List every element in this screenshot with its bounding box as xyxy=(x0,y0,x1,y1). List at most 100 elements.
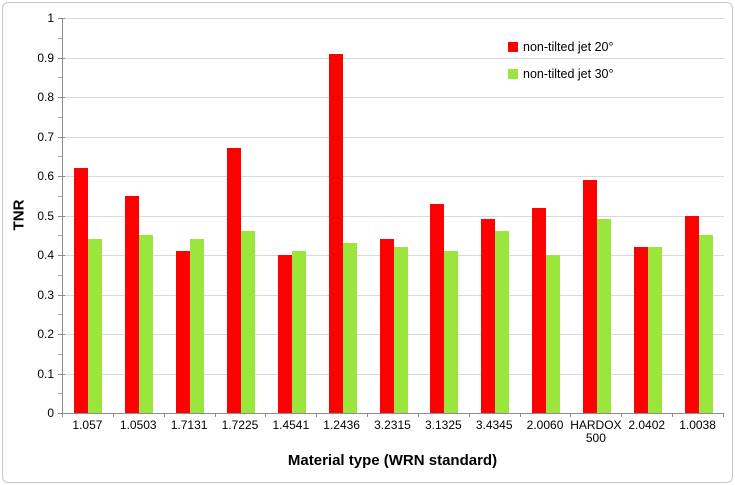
legend: non-tilted jet 20° non-tilted jet 30° xyxy=(508,38,613,92)
gridline xyxy=(63,18,724,19)
x-tick-mark xyxy=(367,413,368,417)
legend-swatch-red xyxy=(508,42,518,52)
bar-non-tilted-jet-20 xyxy=(125,195,140,413)
y-tick-mark xyxy=(58,57,65,59)
bar-non-tilted-jet-20 xyxy=(379,239,394,413)
x-axis-title: Material type (WRN standard) xyxy=(287,452,498,469)
bar-non-tilted-jet-20 xyxy=(328,53,343,413)
legend-swatch-green xyxy=(508,69,518,79)
category-label: 2.0402 xyxy=(628,418,666,432)
bar-non-tilted-jet-20 xyxy=(74,168,89,413)
y-tick-label: 0.5 xyxy=(37,208,54,223)
bar-non-tilted-jet-30 xyxy=(190,239,205,413)
y-minor-tick-mark xyxy=(58,77,62,79)
y-tick-mark xyxy=(58,176,65,177)
bar-non-tilted-jet-20 xyxy=(481,219,496,413)
y-tick-mark xyxy=(58,413,65,414)
bar-non-tilted-jet-30 xyxy=(291,251,306,413)
legend-item: non-tilted jet 30° xyxy=(508,65,613,83)
x-tick-mark xyxy=(113,413,114,417)
category-label: 1.057 xyxy=(72,418,103,432)
y-tick-label: 0.3 xyxy=(37,287,54,302)
y-minor-tick-mark xyxy=(58,156,62,158)
category-label: 1.7225 xyxy=(221,418,259,432)
category-label: 3.4345 xyxy=(475,418,513,432)
x-tick-mark xyxy=(469,413,470,417)
bar-non-tilted-jet-30 xyxy=(240,231,255,413)
y-minor-tick-mark xyxy=(58,235,62,237)
category-label: 1.4541 xyxy=(272,418,310,432)
bar-non-tilted-jet-30 xyxy=(393,247,408,413)
bar-non-tilted-jet-30 xyxy=(647,247,662,413)
x-tick-mark xyxy=(621,413,622,417)
plot-area xyxy=(62,18,724,414)
y-tick-label: 0.2 xyxy=(37,327,54,341)
y-tick-label: 0.9 xyxy=(37,50,54,65)
bar-non-tilted-jet-30 xyxy=(342,243,357,413)
x-tick-mark xyxy=(164,413,165,417)
y-tick-label: 0.1 xyxy=(37,366,54,381)
gridline xyxy=(63,215,724,217)
y-tick-label: 1 xyxy=(47,11,54,25)
bar-non-tilted-jet-20 xyxy=(684,215,699,413)
y-minor-tick-mark xyxy=(58,393,62,395)
bar-non-tilted-jet-20 xyxy=(176,251,191,413)
y-tick-mark xyxy=(58,136,65,138)
bar-non-tilted-jet-20 xyxy=(277,255,292,413)
x-tick-mark xyxy=(672,413,673,417)
gridline xyxy=(63,136,724,138)
x-tick-mark xyxy=(723,413,724,417)
legend-label: non-tilted jet 20° xyxy=(523,40,614,54)
bar-non-tilted-jet-30 xyxy=(139,235,154,413)
y-tick-label: 0.4 xyxy=(37,248,54,262)
y-minor-tick-mark xyxy=(58,353,62,355)
y-tick-label: 0.8 xyxy=(37,90,54,104)
y-tick-label: 0.6 xyxy=(37,169,54,183)
category-label: HARDOX 500 xyxy=(570,418,622,445)
category-label: 2.0060 xyxy=(526,418,564,432)
x-tick-mark xyxy=(570,413,571,417)
category-label: 1.2436 xyxy=(323,418,360,432)
bar-non-tilted-jet-30 xyxy=(596,219,611,413)
category-label: 3.2315 xyxy=(374,418,411,432)
bar-non-tilted-jet-30 xyxy=(546,255,561,413)
x-tick-mark xyxy=(418,413,419,417)
bar-non-tilted-jet-20 xyxy=(633,247,648,413)
y-minor-tick-mark xyxy=(58,37,62,39)
gridline xyxy=(63,176,724,177)
y-tick-mark xyxy=(58,334,65,335)
gridline xyxy=(63,57,724,59)
bar-non-tilted-jet-20 xyxy=(226,148,241,413)
y-tick-mark xyxy=(58,215,65,217)
x-tick-mark xyxy=(316,413,317,417)
bar-non-tilted-jet-30 xyxy=(495,231,510,413)
bar-non-tilted-jet-20 xyxy=(582,179,597,413)
y-tick-mark xyxy=(58,373,65,375)
x-tick-mark xyxy=(520,413,521,417)
y-tick-label: 0.7 xyxy=(37,129,54,144)
x-tick-mark xyxy=(62,413,63,417)
y-minor-tick-mark xyxy=(58,274,62,276)
category-label: 1.7131 xyxy=(170,418,208,432)
legend-item: non-tilted jet 20° xyxy=(508,38,613,56)
y-minor-tick-mark xyxy=(58,195,62,197)
category-label: 1.0038 xyxy=(679,418,716,432)
bar-non-tilted-jet-20 xyxy=(430,203,445,413)
legend-label: non-tilted jet 30° xyxy=(523,67,614,81)
bar-non-tilted-jet-20 xyxy=(532,207,547,413)
y-tick-label: 0 xyxy=(47,406,54,420)
y-tick-mark xyxy=(58,255,65,256)
category-label: 1.0503 xyxy=(119,418,157,432)
gridline xyxy=(63,97,724,98)
bar-non-tilted-jet-30 xyxy=(88,239,103,413)
bar-non-tilted-jet-30 xyxy=(444,251,459,413)
y-tick-mark xyxy=(58,294,65,296)
x-tick-mark xyxy=(215,413,216,417)
y-minor-tick-mark xyxy=(58,314,62,316)
y-minor-tick-mark xyxy=(58,116,62,118)
bar-non-tilted-jet-30 xyxy=(698,235,713,413)
category-label: 3.1325 xyxy=(424,418,462,432)
y-tick-mark xyxy=(58,97,65,98)
x-tick-mark xyxy=(265,413,266,417)
